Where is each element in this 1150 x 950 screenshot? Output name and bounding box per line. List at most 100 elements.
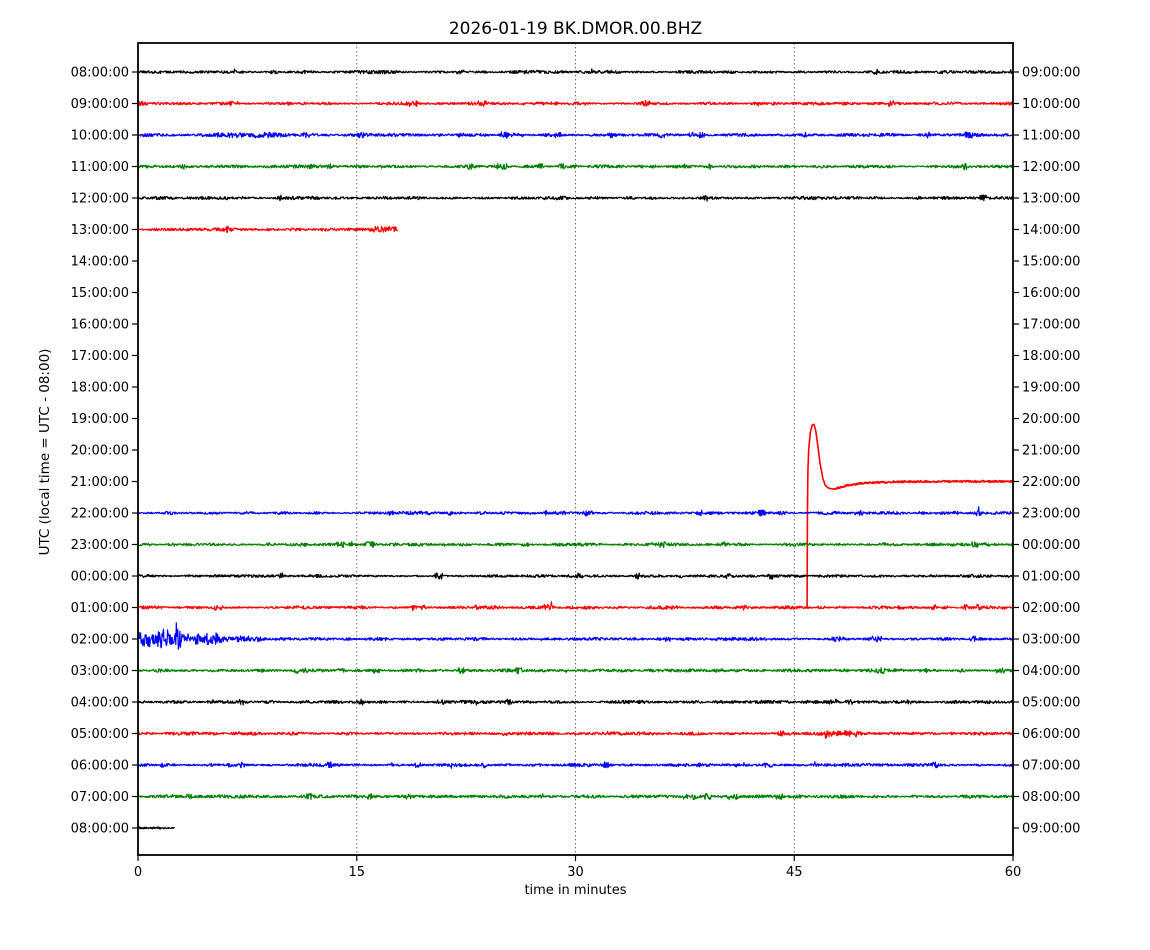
- right-tick-label-03:00:00: 03:00:00: [1022, 633, 1080, 648]
- traces: [137, 68, 1014, 830]
- trace-segment: [137, 541, 1014, 549]
- trace-row-1-09:00:00: [137, 99, 1014, 108]
- right-tick-label-01:00:00: 01:00:00: [1022, 570, 1080, 585]
- left-tick-label-17:00:00: 17:00:00: [71, 349, 129, 364]
- trace-segment: [137, 622, 1014, 650]
- step-transient-trace: [806, 423, 1014, 609]
- y-axis-left: 08:00:00 09:00:00 10:00:00 11:00:00 12:00:00…: [71, 66, 138, 837]
- left-tick-label-21:00:00: 21:00:00: [71, 475, 129, 490]
- trace-row-14-22:00:00: [137, 506, 1014, 517]
- right-tick-label-16:00:00: 16:00:00: [1022, 286, 1080, 301]
- trace-row-18-02:00:00: [137, 622, 1014, 650]
- trace-row-13-21:00:00: [806, 423, 1014, 609]
- chart-title: 2026-01-19 BK.DMOR.00.BHZ: [448, 19, 703, 39]
- trace-segment: [137, 194, 1014, 202]
- gridlines: [356, 43, 795, 855]
- right-tick-label-07:00:00: 07:00:00: [1022, 759, 1080, 774]
- x-axis-label: time in minutes: [524, 883, 627, 898]
- right-tick-label-04:00:00: 04:00:00: [1022, 664, 1080, 679]
- left-tick-label-10:00:00: 10:00:00: [71, 129, 129, 144]
- left-tick-label-15:00:00: 15:00:00: [71, 286, 129, 301]
- trace-segment: [137, 761, 1014, 769]
- left-tick-label-01:00:00: 01:00:00: [71, 601, 129, 616]
- trace-row-23-07:00:00: [137, 792, 1014, 801]
- x-tick-label-0: 0: [134, 865, 142, 880]
- left-tick-label-22:00:00: 22:00:00: [71, 507, 129, 522]
- right-tick-label-09:00:00: 09:00:00: [1022, 822, 1080, 837]
- left-tick-label-02:00:00: 02:00:00: [71, 633, 129, 648]
- right-tick-label-00:00:00: 00:00:00: [1022, 538, 1080, 553]
- trace-row-16-00:00:00: [137, 572, 1014, 580]
- right-tick-label-17:00:00: 17:00:00: [1022, 318, 1080, 333]
- right-tick-label-20:00:00: 20:00:00: [1022, 412, 1080, 427]
- trace-segment: [137, 225, 398, 234]
- left-tick-label-05:00:00: 05:00:00: [71, 727, 129, 742]
- y-axis-right: 09:00:00 10:00:00 11:00:00 12:00:00 13:00:00…: [1013, 66, 1080, 837]
- right-tick-label-05:00:00: 05:00:00: [1022, 696, 1080, 711]
- right-tick-label-08:00:00: 08:00:00: [1022, 790, 1080, 805]
- x-tick-label-30: 30: [567, 865, 584, 880]
- x-tick-label-45: 45: [786, 865, 803, 880]
- trace-segment: [137, 601, 1014, 612]
- right-tick-label-06:00:00: 06:00:00: [1022, 727, 1080, 742]
- right-tick-label-15:00:00: 15:00:00: [1022, 255, 1080, 270]
- trace-segment: [137, 698, 1014, 706]
- left-tick-label-13:00:00: 13:00:00: [71, 223, 129, 238]
- right-tick-label-14:00:00: 14:00:00: [1022, 223, 1080, 238]
- right-tick-label-12:00:00: 12:00:00: [1022, 160, 1080, 175]
- left-tick-label-06:00:00: 06:00:00: [71, 759, 129, 774]
- trace-segment: [137, 506, 1014, 517]
- right-tick-label-09:00:00: 09:00:00: [1022, 66, 1080, 81]
- trace-row-19-03:00:00: [137, 667, 1014, 675]
- y-axis-label: UTC (local time = UTC - 08:00): [37, 348, 53, 556]
- trace-segment: [137, 572, 1014, 580]
- trace-row-3-11:00:00: [137, 163, 1014, 171]
- trace-row-0-08:00:00: [137, 68, 1014, 75]
- trace-segment: [137, 131, 1014, 139]
- trace-row-15-23:00:00: [137, 541, 1014, 549]
- trace-row-20-04:00:00: [137, 698, 1014, 706]
- x-tick-label-15: 15: [348, 865, 365, 880]
- left-tick-label-23:00:00: 23:00:00: [71, 538, 129, 553]
- left-tick-label-08:00:00: 08:00:00: [71, 822, 129, 837]
- right-tick-label-13:00:00: 13:00:00: [1022, 192, 1080, 207]
- trace-segment: [137, 792, 1014, 801]
- trace-row-21-05:00:00: [137, 729, 1014, 739]
- trace-segment: [137, 99, 1014, 108]
- trace-segment: [137, 729, 1014, 739]
- trace-row-4-12:00:00: [137, 194, 1014, 202]
- left-tick-label-19:00:00: 19:00:00: [71, 412, 129, 427]
- left-tick-label-16:00:00: 16:00:00: [71, 318, 129, 333]
- right-tick-label-21:00:00: 21:00:00: [1022, 444, 1080, 459]
- left-tick-label-04:00:00: 04:00:00: [71, 696, 129, 711]
- left-tick-label-18:00:00: 18:00:00: [71, 381, 129, 396]
- trace-segment: [137, 667, 1014, 675]
- trace-segment: [137, 826, 175, 830]
- trace-row-17-01:00:00: [137, 601, 1014, 612]
- right-tick-label-19:00:00: 19:00:00: [1022, 381, 1080, 396]
- trace-row-5-13:00:00: [137, 225, 398, 234]
- left-tick-label-03:00:00: 03:00:00: [71, 664, 129, 679]
- left-tick-label-20:00:00: 20:00:00: [71, 444, 129, 459]
- left-tick-label-09:00:00: 09:00:00: [71, 97, 129, 112]
- trace-segment: [137, 163, 1014, 171]
- right-tick-label-22:00:00: 22:00:00: [1022, 475, 1080, 490]
- trace-row-24-08:00:00: [137, 826, 175, 830]
- left-tick-label-07:00:00: 07:00:00: [71, 790, 129, 805]
- right-tick-label-02:00:00: 02:00:00: [1022, 601, 1080, 616]
- left-tick-label-08:00:00: 08:00:00: [71, 66, 129, 81]
- right-tick-label-23:00:00: 23:00:00: [1022, 507, 1080, 522]
- left-tick-label-00:00:00: 00:00:00: [71, 570, 129, 585]
- left-tick-label-11:00:00: 11:00:00: [71, 160, 129, 175]
- trace-segment: [137, 68, 1014, 75]
- right-tick-label-11:00:00: 11:00:00: [1022, 129, 1080, 144]
- trace-row-22-06:00:00: [137, 761, 1014, 769]
- trace-row-2-10:00:00: [137, 131, 1014, 139]
- x-axis: 0 15 30 45 60: [134, 855, 1021, 880]
- right-tick-label-18:00:00: 18:00:00: [1022, 349, 1080, 364]
- left-tick-label-12:00:00: 12:00:00: [71, 192, 129, 207]
- left-tick-label-14:00:00: 14:00:00: [71, 255, 129, 270]
- x-tick-label-60: 60: [1005, 865, 1022, 880]
- right-tick-label-10:00:00: 10:00:00: [1022, 97, 1080, 112]
